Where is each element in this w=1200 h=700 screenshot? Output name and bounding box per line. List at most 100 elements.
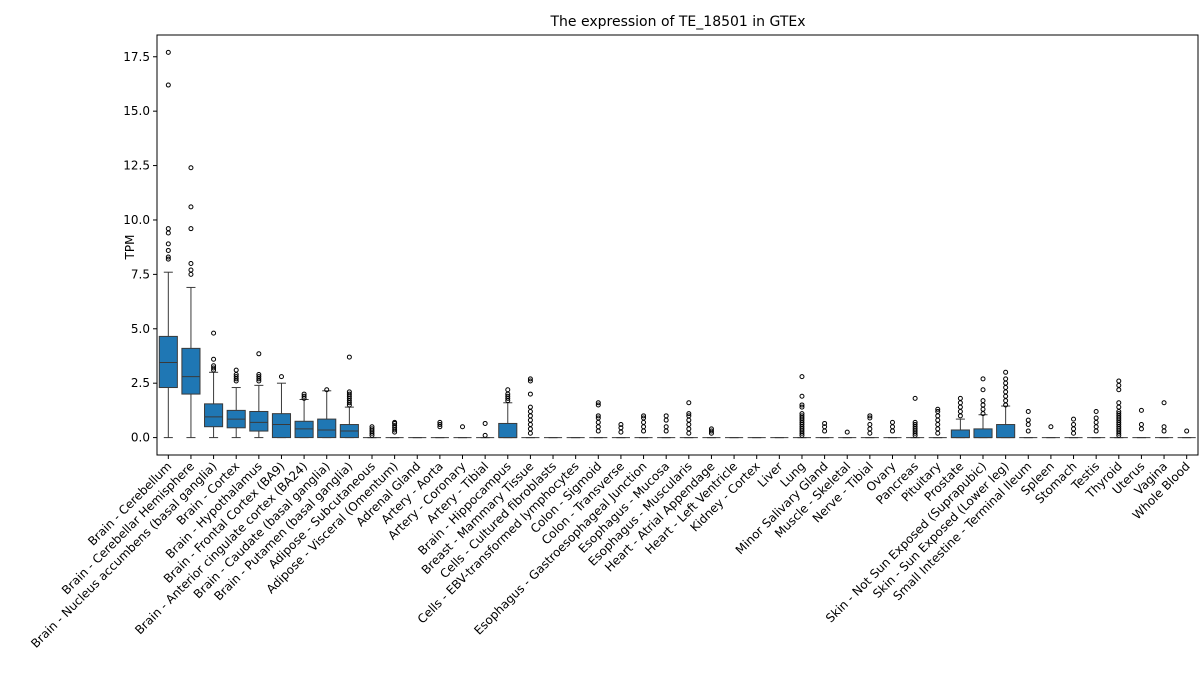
box-30 [838,429,857,439]
outlier-point [165,254,171,260]
outlier-point [165,241,171,247]
outlier-point [1116,378,1122,384]
outlier-point [799,413,805,419]
outlier-point [912,419,918,425]
outlier-point [505,393,511,399]
box-15 [498,387,518,439]
y-tick-label: 15.0 [123,104,150,118]
box-body [950,429,970,439]
outlier-point [686,411,692,417]
outlier-point [595,415,601,421]
outlier-point [527,413,533,419]
outlier-point [527,378,533,384]
outlier-point [663,413,669,419]
outlier-point [527,417,533,423]
outlier-point [1116,382,1122,388]
outlier-point [980,376,986,382]
outlier-point [980,406,986,412]
outlier-point [233,374,239,380]
box-35 [950,395,970,439]
outlier-point [1025,422,1031,428]
outlier-point [799,402,805,408]
outlier-point [1116,387,1122,393]
box-43 [1132,407,1151,439]
outlier-point [1025,408,1031,414]
outlier-point [211,365,217,371]
y-axis-label: TPM [123,235,137,261]
outlier-point [256,374,262,380]
plot-frame [156,34,1199,456]
box-32 [883,419,902,439]
y-axis-ticks: 0.0 2.5 5.0 7.5 10.0 12.5 15.0 17.5 [123,50,157,445]
outlier-point [957,400,963,406]
outlier-point [301,391,307,397]
box-42 [1109,378,1128,439]
outlier-point [346,391,352,397]
outlier-point [957,413,963,419]
outlier-point [867,426,873,432]
outlier-point [935,408,941,414]
outlier-point [663,424,669,430]
outlier-point [935,430,941,436]
y-tick-label: 10.0 [123,213,150,227]
outlier-point [1003,385,1009,391]
outlier-point [1003,389,1009,395]
outlier-point [1003,393,1009,399]
y-tick-label: 17.5 [123,50,150,64]
box-34 [928,406,947,439]
outlier-point [957,395,963,401]
box-7 [317,387,337,439]
outlier-point [188,260,194,266]
outlier-point [912,395,918,401]
outlier-point [460,424,466,430]
box-14 [476,420,495,439]
outlier-point [889,428,895,434]
outlier-point [822,420,828,426]
box-body [317,418,337,439]
y-tick-label: 0.0 [131,431,150,445]
box-22 [657,413,676,439]
box-28 [792,374,812,439]
outlier-point [1003,380,1009,386]
outlier-point [957,408,963,414]
box-38 [1019,408,1038,439]
box-44 [1155,400,1174,439]
outlier-point [822,428,828,434]
box-31 [860,413,879,439]
y-tick-label: 12.5 [123,159,150,173]
box-4 [249,351,269,439]
outlier-point [1048,424,1054,430]
outlier-point [799,411,805,417]
box-body [204,403,224,428]
outlier-point [844,429,850,435]
outlier-point [346,389,352,395]
outlier-point [1003,369,1009,375]
outlier-point [1116,404,1122,410]
box-23 [679,400,698,439]
outlier-point [980,387,986,393]
outlier-point [527,426,533,432]
outlier-point [595,428,601,434]
outlier-point [1071,430,1077,436]
outlier-point [935,417,941,423]
box-body [996,424,1016,439]
outlier-point [867,415,873,421]
outlier-point [867,422,873,428]
outlier-point [527,408,533,414]
x-tick-label: Liver [755,459,786,490]
outlier-point [686,426,692,432]
outlier-point [527,376,533,382]
outlier-point [935,426,941,432]
outlier-point [165,256,171,262]
outlier-point [867,413,873,419]
outlier-point [369,424,375,430]
outlier-point [1025,417,1031,423]
outlier-point [165,226,171,232]
outlier-point [980,402,986,408]
outlier-point [595,424,601,430]
outlier-point [233,367,239,373]
outlier-point [1161,424,1167,430]
box-body [271,413,292,439]
outlier-point [188,165,194,171]
